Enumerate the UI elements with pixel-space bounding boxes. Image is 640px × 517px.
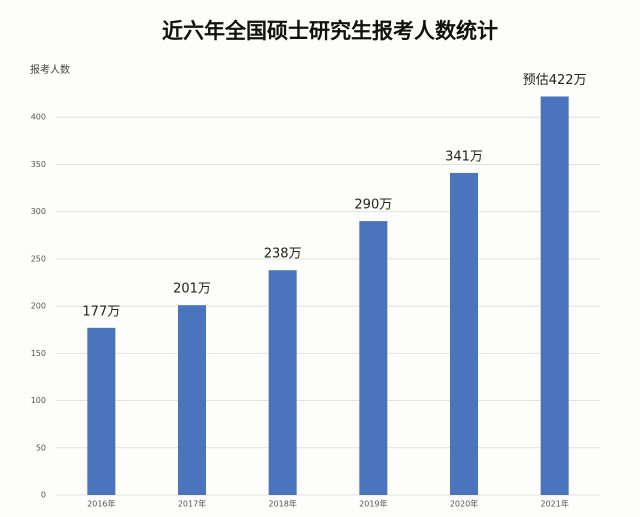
- y-tick-label: 50: [36, 443, 46, 452]
- bar: [540, 96, 569, 495]
- y-tick-label: 400: [31, 113, 46, 122]
- bar: [87, 327, 116, 495]
- x-tick-label: 2016年: [87, 499, 115, 509]
- value-label: 238万: [264, 247, 302, 262]
- bar: [450, 172, 478, 495]
- y-tick-label: 0: [41, 491, 46, 500]
- value-label: 341万: [445, 149, 483, 164]
- value-label: 177万: [82, 304, 120, 319]
- chart-title: 近六年全国硕士研究生报考人数统计: [162, 19, 498, 43]
- y-axis-label: 报考人数: [30, 63, 70, 76]
- y-tick-label: 250: [31, 254, 46, 263]
- value-label: 201万: [173, 282, 211, 297]
- y-tick-label: 200: [31, 302, 46, 311]
- x-tick-label: 2017年: [178, 499, 206, 509]
- bar: [359, 221, 388, 495]
- y-tick-label: 300: [31, 207, 46, 216]
- bar: [268, 270, 297, 495]
- x-tick-label: 2018年: [268, 499, 296, 509]
- value-label: 预估422万: [523, 73, 587, 88]
- bar: [178, 305, 206, 495]
- y-tick-label: 350: [31, 160, 46, 169]
- x-tick-label: 2021年: [540, 499, 568, 509]
- x-tick-label: 2020年: [450, 499, 478, 509]
- y-tick-label: 100: [31, 396, 46, 405]
- value-label: 290万: [354, 198, 392, 213]
- y-tick-label: 150: [31, 349, 46, 358]
- x-tick-label: 2019年: [359, 499, 387, 509]
